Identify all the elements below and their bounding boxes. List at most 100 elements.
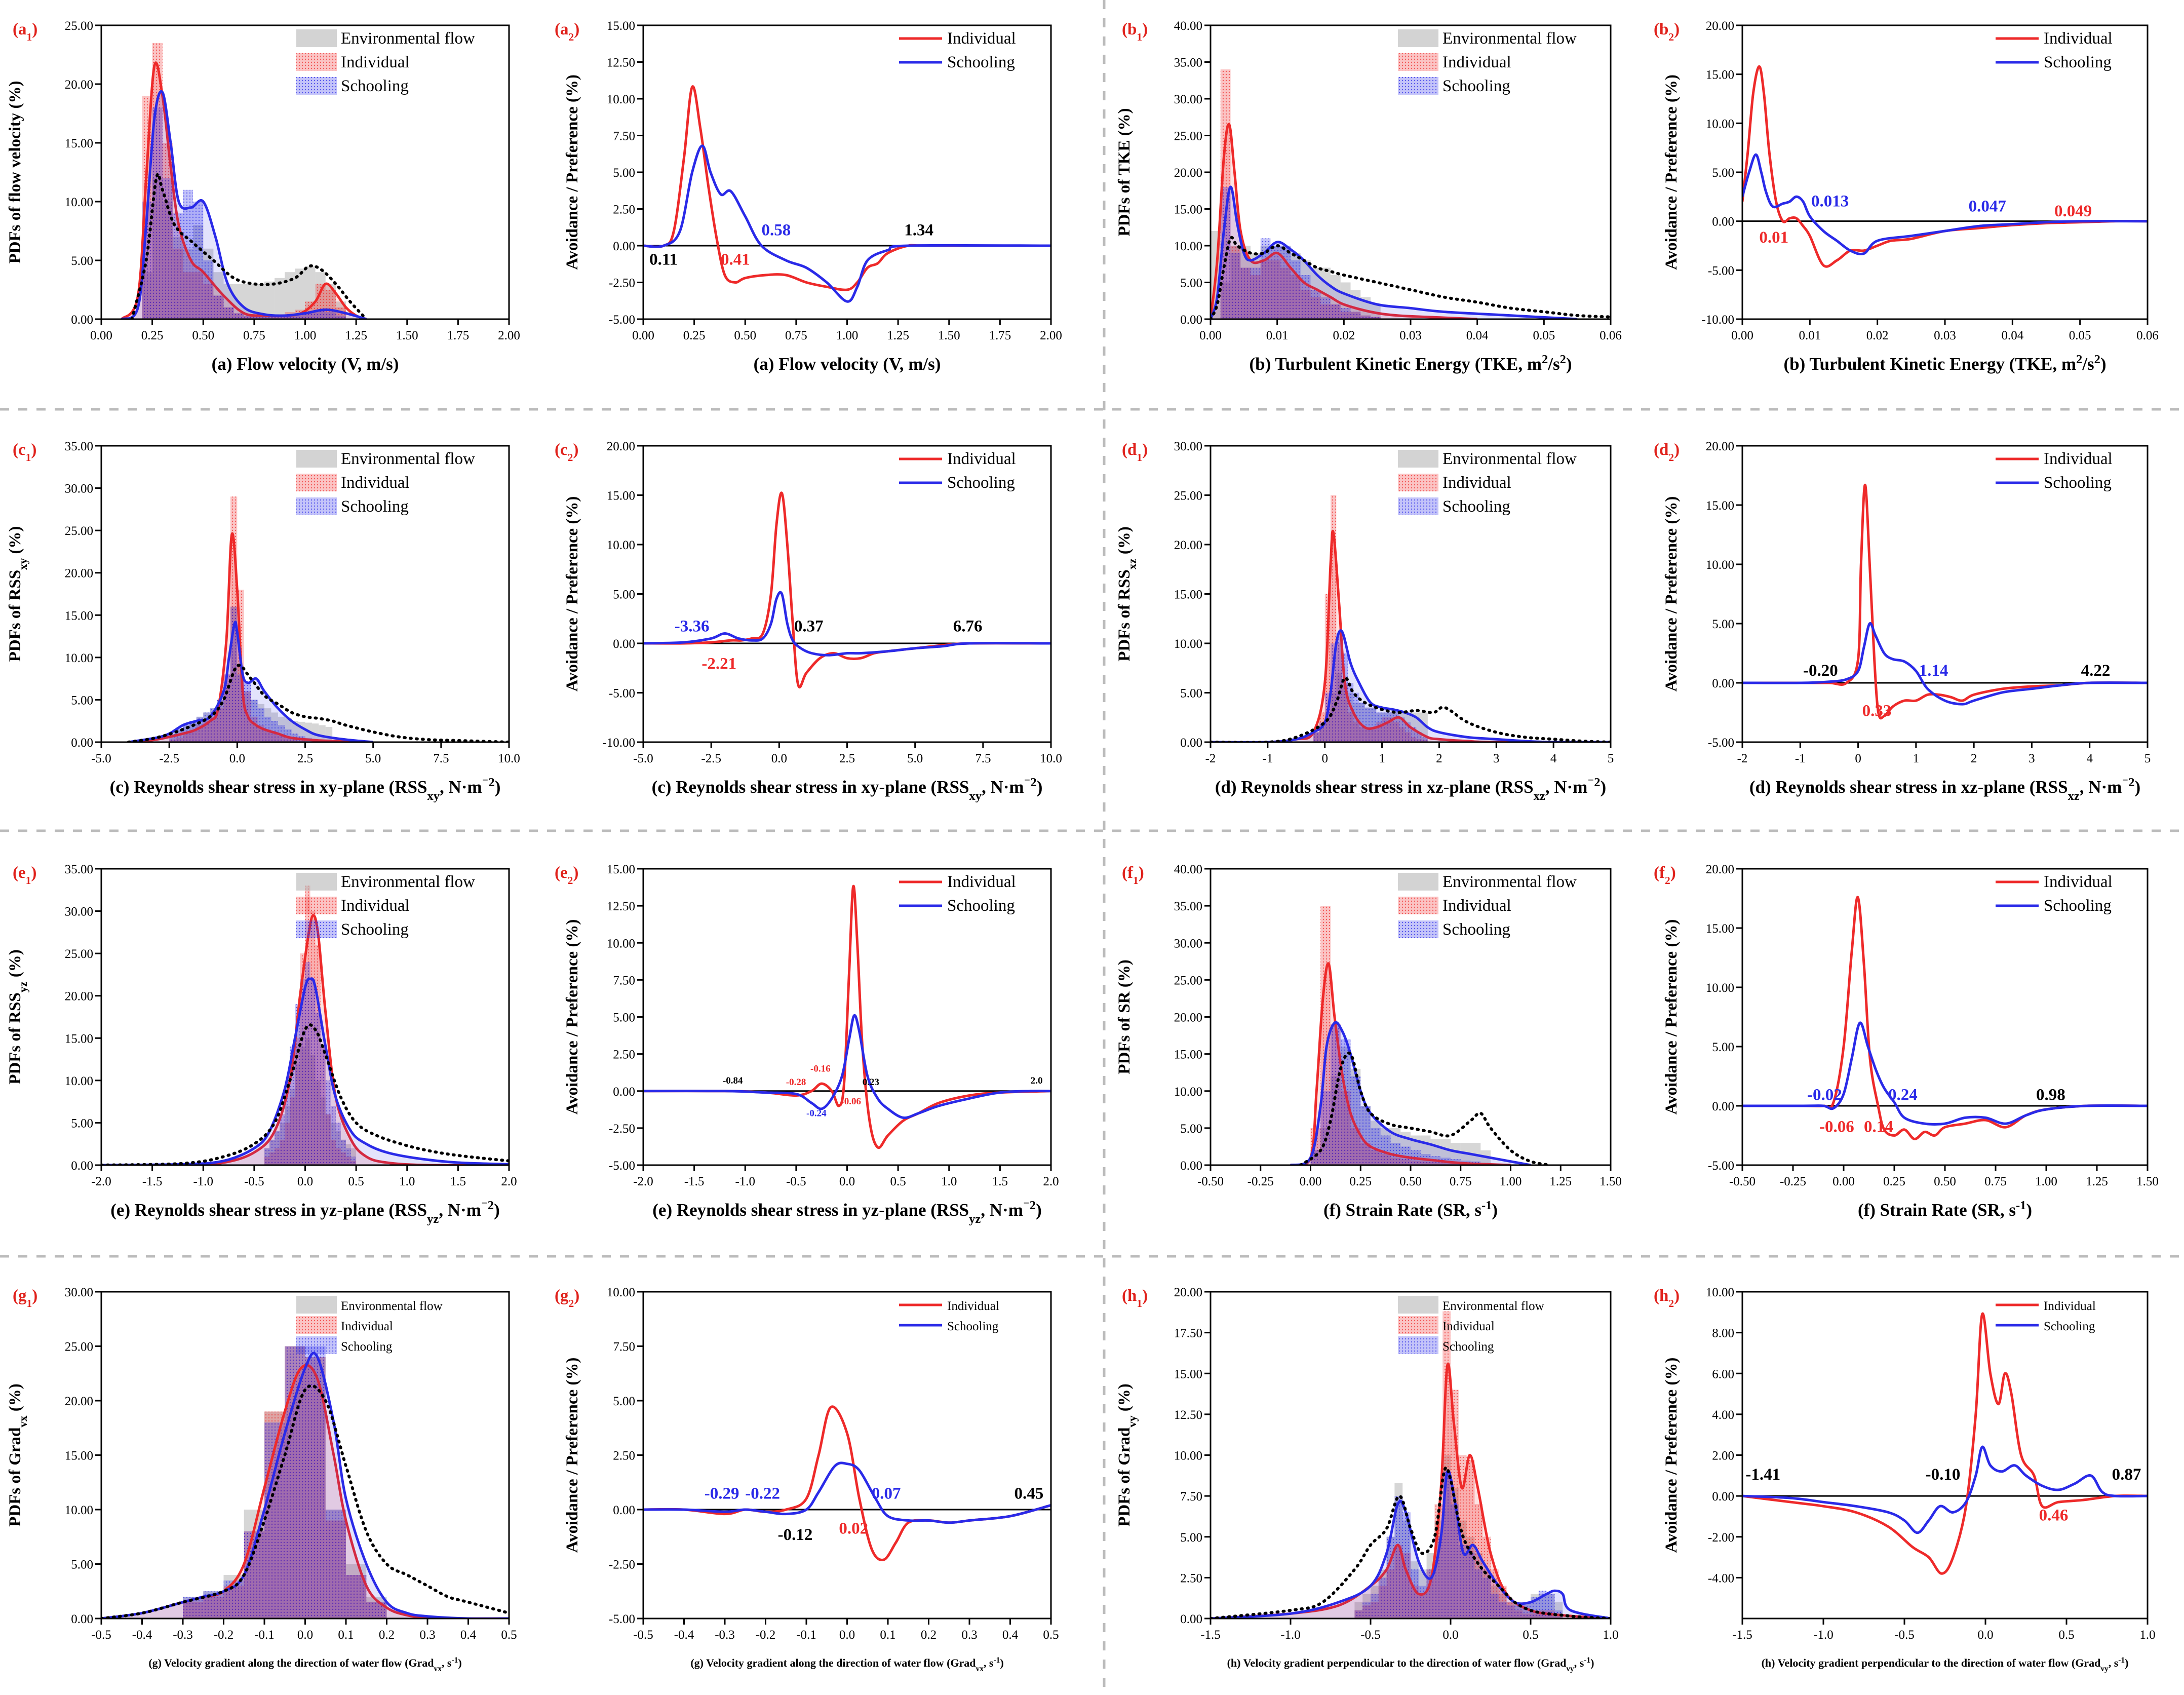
label-part: -1 bbox=[2118, 1656, 2125, 1665]
series-schooling bbox=[1742, 153, 2148, 256]
data-annotation: 1.14 bbox=[1919, 662, 1948, 680]
series-sch-fill bbox=[101, 978, 509, 1165]
data-annotation: -0.16 bbox=[810, 1064, 831, 1074]
label-part: ) bbox=[494, 1200, 500, 1220]
y-tick-label: 10.00 bbox=[1174, 1449, 1202, 1463]
legend: Environmental flow Individual Schooling bbox=[296, 29, 475, 95]
y-axis-label: Avoidance / Preference (%) bbox=[563, 74, 581, 270]
y-tick-label: 10.00 bbox=[1706, 1286, 1734, 1299]
bar-sch-10 bbox=[1310, 290, 1321, 319]
y-tick-label: 20.00 bbox=[1706, 440, 1734, 453]
y-tick-label: 0.00 bbox=[1712, 1490, 1734, 1504]
panel-label: (d2) bbox=[1654, 441, 1680, 464]
legend-label: Individual bbox=[2044, 450, 2113, 468]
label-part: vy bbox=[2100, 1665, 2109, 1673]
series-individual bbox=[1211, 123, 1477, 319]
y-axis-label: PDFs of RSSxy (%) bbox=[6, 526, 29, 662]
y-tick-label: 25.00 bbox=[1174, 974, 1202, 987]
panel-label: (d1) bbox=[1122, 441, 1148, 464]
x-tick-label: 2.00 bbox=[1040, 329, 1062, 342]
panel-label-part: 2 bbox=[1665, 874, 1670, 887]
series-sch-fill bbox=[101, 1353, 509, 1619]
bar-sch-15 bbox=[1360, 315, 1371, 319]
x-tick-label: -2.0 bbox=[91, 1175, 111, 1188]
bar-sch-6 bbox=[295, 1004, 300, 1165]
label-part: Avoidance / Preference (%) bbox=[563, 919, 581, 1115]
label-part: yz bbox=[16, 981, 29, 992]
x-tick-label: 0.02 bbox=[1333, 329, 1355, 342]
x-tick-label: 0.5 bbox=[890, 1175, 906, 1188]
legend-label: Schooling bbox=[947, 53, 1015, 71]
label-part: (f) Strain Rate (SR, s bbox=[1323, 1200, 1481, 1220]
series-schooling bbox=[643, 1014, 1051, 1120]
series-environmental-flow bbox=[1211, 236, 1611, 319]
y-axis-label: Avoidance / Preference (%) bbox=[1662, 919, 1681, 1115]
label-part: Grad bbox=[6, 1428, 24, 1466]
bar-env-14 bbox=[285, 272, 295, 319]
legend: Environmental flow Individual Schooling bbox=[1398, 1296, 1544, 1354]
bar-sch-4 bbox=[1251, 267, 1261, 319]
panel-d1: -2 -1 0 1 2 3 4 5 0.00 5.00 10.00 15.00 20.00 25.00 30… bbox=[1115, 440, 1614, 803]
legend-label: Individual bbox=[2044, 1299, 2096, 1313]
legend-label: Schooling bbox=[1442, 497, 1510, 516]
y-tick-label: 15.00 bbox=[1706, 499, 1734, 513]
bar-sch-1 bbox=[152, 107, 163, 319]
panel-label-part: 2 bbox=[569, 31, 574, 43]
x-axis-label: (a) Flow velocity (V, m/s) bbox=[212, 354, 399, 374]
y-axis-label: Avoidance / Preference (%) bbox=[1662, 496, 1681, 692]
bar-env-18 bbox=[1416, 712, 1422, 742]
label-part: PDFs of bbox=[1115, 1466, 1134, 1527]
bar-sch-4 bbox=[1350, 1076, 1361, 1165]
x-tick-label: -1.0 bbox=[735, 1175, 755, 1188]
panel-label-part: ) bbox=[574, 1287, 579, 1305]
legend-swatch-env bbox=[296, 29, 337, 47]
x-tick-label: -2.0 bbox=[633, 1175, 653, 1188]
x-tick-label: 1.50 bbox=[938, 329, 960, 342]
label-part: (%) bbox=[1115, 526, 1134, 558]
bar-sch-15 bbox=[340, 1139, 346, 1165]
x-tick-label: 1.25 bbox=[345, 329, 367, 342]
bar-sch-10 bbox=[1371, 707, 1377, 742]
legend-label: Schooling bbox=[341, 497, 409, 516]
legend-label: Environmental flow bbox=[341, 873, 475, 891]
x-tick-label: 0.50 bbox=[1399, 1175, 1422, 1188]
label-part: ) bbox=[1036, 1200, 1042, 1220]
label-part: ⁻2 bbox=[1023, 1199, 1036, 1212]
label-part: , s bbox=[1574, 1657, 1584, 1669]
panel-e1: -2.0 -1.5 -1.0 -0.5 0.0 0.5 1.0 1.5 2.0 0.00 5.00 1… bbox=[6, 863, 517, 1226]
bar-sch-18 bbox=[1416, 732, 1422, 742]
y-tick-label: 0.00 bbox=[71, 1612, 93, 1626]
x-axis-label: (f) Strain Rate (SR, s-1) bbox=[1858, 1199, 2032, 1220]
data-annotation: -1.41 bbox=[1745, 1466, 1780, 1484]
x-tick-label: 0.75 bbox=[785, 329, 807, 342]
bar-sch-3 bbox=[1331, 643, 1337, 742]
panel-label-part: (b bbox=[1654, 20, 1668, 38]
y-tick-label: 15.00 bbox=[1706, 922, 1734, 936]
series-sch-fill bbox=[1211, 630, 1611, 742]
panel-label-part: (f bbox=[1122, 864, 1134, 882]
label-part: , N·m bbox=[2080, 777, 2122, 797]
panel-label-part: (a bbox=[13, 20, 27, 38]
label-part: ) bbox=[495, 777, 501, 797]
series-schooling bbox=[1742, 1021, 2148, 1126]
x-tick-label: 5 bbox=[1608, 752, 1614, 765]
x-axis-label: (h) Velocity gradient perpendicular to t… bbox=[1227, 1656, 1594, 1673]
y-tick-label: 25.00 bbox=[1174, 130, 1202, 143]
y-tick-label: 20.00 bbox=[65, 1395, 93, 1408]
label-part: Avoidance / Preference (%) bbox=[1662, 1358, 1681, 1553]
legend-label: Environmental flow bbox=[1442, 1299, 1544, 1313]
series-individual bbox=[1211, 529, 1611, 742]
bar-sch-8 bbox=[305, 961, 310, 1165]
y-tick-label: 7.50 bbox=[613, 1340, 635, 1354]
panel-label: (e2) bbox=[555, 864, 578, 887]
y-tick-label: 10.00 bbox=[1706, 117, 1734, 131]
panel-a1: 0.00 0.25 0.50 0.75 1.00 1.25 1.50 1.75 2.00 0.00… bbox=[6, 19, 520, 374]
series-individual bbox=[643, 884, 1051, 1149]
bar-env-21 bbox=[311, 723, 319, 742]
bar-sch-13 bbox=[1458, 1545, 1467, 1619]
data-annotation: 1.34 bbox=[904, 221, 933, 240]
bar-sch-14 bbox=[1393, 712, 1399, 742]
bar-sch-9 bbox=[310, 979, 316, 1165]
x-axis-label: (c) Reynolds shear stress in xy-plane (R… bbox=[110, 776, 501, 803]
x-tick-label: 2 bbox=[1436, 752, 1442, 765]
